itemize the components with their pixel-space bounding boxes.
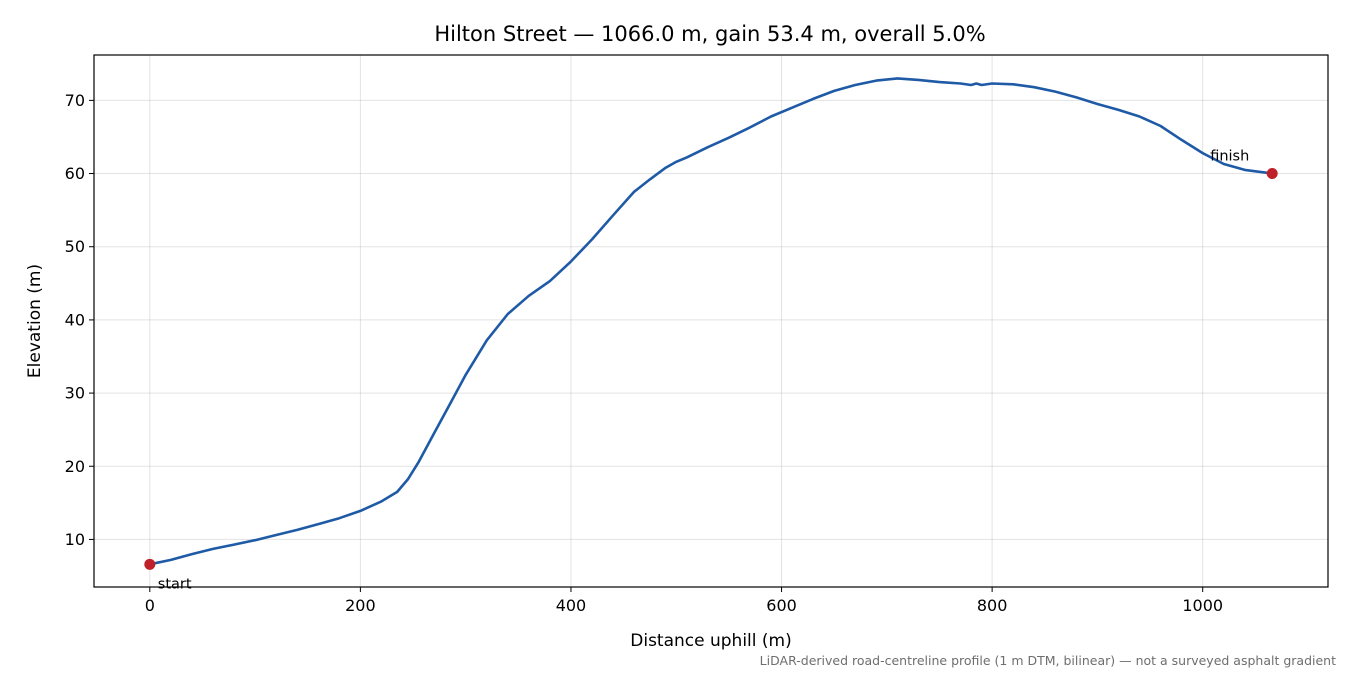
endpoint-marker bbox=[1266, 168, 1278, 180]
plot-frame bbox=[93, 54, 1329, 588]
y-tick-label: 30 bbox=[65, 384, 85, 403]
y-tick-label: 50 bbox=[65, 237, 85, 256]
y-tick-label: 10 bbox=[65, 530, 85, 549]
x-tick-label: 200 bbox=[345, 596, 376, 615]
chart-title: Hilton Street — 1066.0 m, gain 53.4 m, o… bbox=[434, 22, 985, 46]
x-tick-label: 1000 bbox=[1182, 596, 1223, 615]
y-tick-label: 20 bbox=[65, 457, 85, 476]
x-tick-label: 400 bbox=[556, 596, 587, 615]
x-axis-label: Distance uphill (m) bbox=[630, 631, 791, 651]
x-tick-label: 800 bbox=[977, 596, 1008, 615]
data-source-caption: LiDAR-derived road-centreline profile (1… bbox=[760, 653, 1336, 668]
y-tick-label: 60 bbox=[65, 164, 85, 183]
endpoint-marker bbox=[144, 558, 156, 570]
grid-lines bbox=[94, 55, 1328, 587]
endpoint-markers: start finish bbox=[144, 149, 1278, 592]
x-tick-label: 600 bbox=[766, 596, 797, 615]
elevation-profile-line bbox=[149, 77, 1273, 566]
endpoint-annotation: finish bbox=[1210, 149, 1249, 165]
y-tick-label: 40 bbox=[65, 310, 85, 329]
y-tick-label: 70 bbox=[65, 91, 85, 110]
axis-ticks: 0 200 400 600 800 1000 10 20 30 40 50 60 70 bbox=[65, 91, 1223, 615]
x-tick-label: 0 bbox=[145, 596, 155, 615]
y-axis-label: Elevation (m) bbox=[25, 264, 45, 378]
endpoint-annotation: start bbox=[158, 576, 192, 592]
